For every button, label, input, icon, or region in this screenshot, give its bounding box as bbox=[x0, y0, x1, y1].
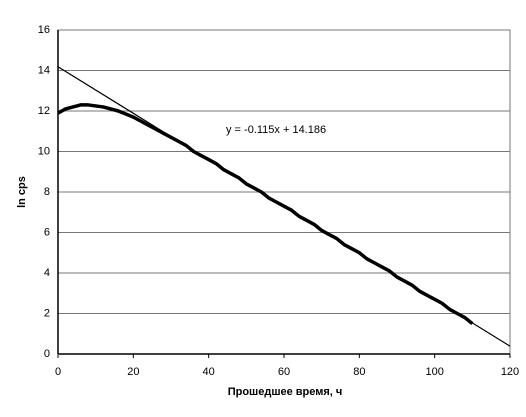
x-tick-label: 100 bbox=[425, 366, 443, 378]
data-line bbox=[57, 103, 474, 325]
x-tick-label: 120 bbox=[501, 366, 519, 378]
y-axis-title: ln cps bbox=[16, 176, 28, 208]
x-tick-label: 80 bbox=[353, 366, 365, 378]
y-tick-label: 14 bbox=[38, 64, 50, 76]
y-tick-label: 4 bbox=[44, 267, 50, 279]
x-tick-label: 40 bbox=[203, 366, 215, 378]
y-tick-label: 12 bbox=[38, 105, 50, 117]
trend-line bbox=[57, 66, 511, 347]
x-tick-label: 0 bbox=[55, 366, 61, 378]
x-tick-label: 20 bbox=[127, 366, 139, 378]
x-axis-title: Прошедшее время, ч bbox=[228, 386, 343, 398]
y-tick-label: 6 bbox=[44, 226, 50, 238]
y-tick-label: 2 bbox=[44, 307, 50, 319]
x-tick-label: 60 bbox=[278, 366, 290, 378]
y-tick-label: 8 bbox=[44, 186, 50, 198]
y-tick-label: 0 bbox=[44, 348, 50, 360]
y-tick-label: 10 bbox=[38, 145, 50, 157]
y-tick-label: 16 bbox=[38, 24, 50, 36]
equation: y = -0.115x + 14.186 bbox=[226, 124, 326, 136]
